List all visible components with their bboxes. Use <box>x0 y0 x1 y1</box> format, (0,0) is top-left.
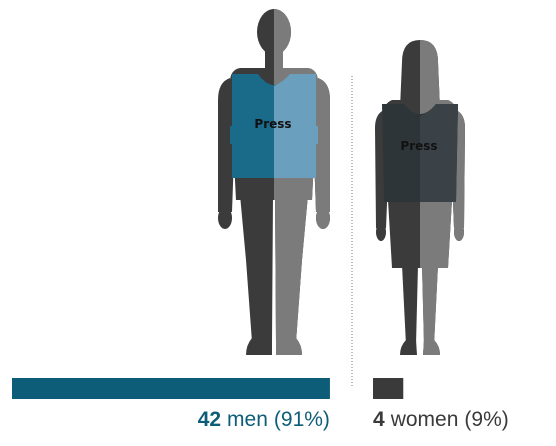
share-label: (91%) <box>274 408 330 431</box>
bar <box>12 378 330 399</box>
bar <box>373 378 404 399</box>
value-label: 42 <box>198 408 221 431</box>
bar-label: 4 women (9%) <box>373 408 509 431</box>
vest-label: Press <box>254 117 291 131</box>
bar-label: 42 men (91%) <box>198 408 330 431</box>
value-label: 4 <box>373 408 385 431</box>
category-label: men <box>227 408 268 431</box>
vest-label: Press <box>400 139 437 153</box>
share-label: (9%) <box>464 408 508 431</box>
man-figure: Press <box>218 9 330 355</box>
category-label: women <box>390 408 459 431</box>
woman-figure: Press <box>375 40 465 355</box>
